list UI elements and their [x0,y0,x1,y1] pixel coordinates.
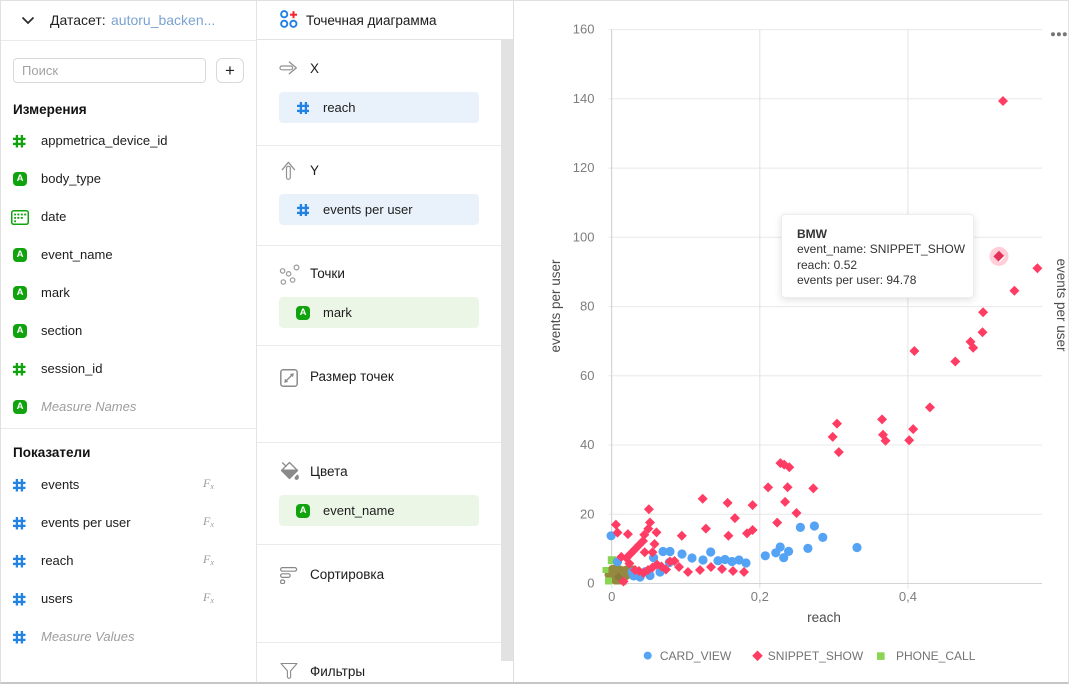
svg-text:0,4: 0,4 [899,589,917,604]
svg-text:0,2: 0,2 [751,589,769,604]
svg-text:reach: reach [807,610,841,625]
svg-text:0: 0 [608,589,615,604]
svg-text:CARD_VIEW: CARD_VIEW [660,649,732,663]
svg-text:events per user: events per user [1054,258,1069,352]
svg-text:20: 20 [580,506,594,521]
svg-text:SNIPPET_SHOW: SNIPPET_SHOW [768,649,864,663]
svg-text:140: 140 [573,91,595,106]
svg-text:160: 160 [573,22,595,37]
svg-text:40: 40 [580,437,594,452]
svg-text:events per user: events per user [548,259,563,353]
svg-text:80: 80 [580,299,594,314]
svg-text:0: 0 [587,576,594,591]
svg-text:100: 100 [573,229,595,244]
svg-text:PHONE_CALL: PHONE_CALL [896,649,976,663]
svg-text:60: 60 [580,368,594,383]
svg-text:120: 120 [573,160,595,175]
